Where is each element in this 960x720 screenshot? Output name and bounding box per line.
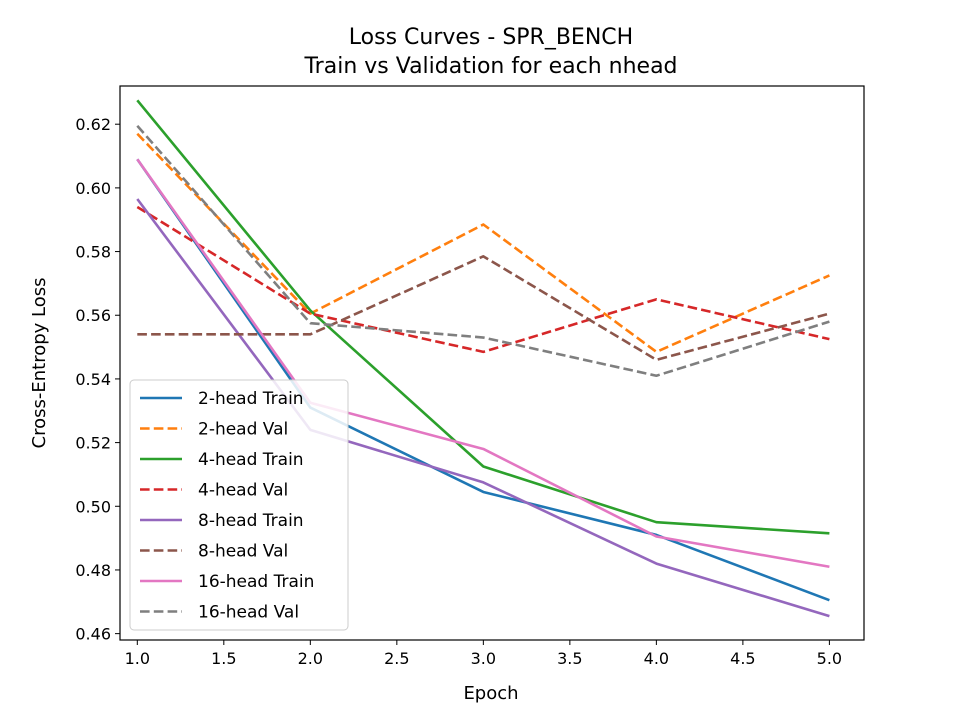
legend-label: 4-head Train bbox=[198, 450, 304, 470]
y-tick-label: 0.48 bbox=[75, 561, 111, 580]
x-tick-label: 3.5 bbox=[557, 649, 582, 668]
series-line-7 bbox=[136, 158, 830, 569]
x-tick-label: 4.5 bbox=[730, 649, 755, 668]
legend-label: 16-head Train bbox=[198, 572, 314, 592]
legend-label: 2-head Val bbox=[198, 420, 288, 440]
series-line-6 bbox=[137, 255, 830, 362]
x-tick-label: 3.0 bbox=[471, 649, 496, 668]
x-axis-label: Epoch bbox=[463, 683, 518, 704]
series-line-8 bbox=[136, 124, 830, 378]
y-tick-label: 0.52 bbox=[75, 434, 111, 453]
series-line-5 bbox=[136, 198, 830, 618]
series-line-1 bbox=[136, 158, 830, 602]
legend-label: 2-head Train bbox=[198, 389, 304, 409]
legend-label: 4-head Val bbox=[198, 481, 288, 501]
axes-frame bbox=[119, 85, 865, 641]
x-tick-label: 5.0 bbox=[817, 649, 842, 668]
series-line-4 bbox=[136, 205, 830, 354]
x-tick-label: 4.0 bbox=[644, 649, 669, 668]
legend-label: 8-head Train bbox=[198, 511, 304, 531]
plot-area: 1.0 1.5 2.0 2.5 3.0 3.5 4.0 4.5 5.0 0.46 0.48 0.50 0… bbox=[75, 99, 842, 668]
y-tick-label: 0.56 bbox=[75, 306, 111, 325]
y-tick-label: 0.58 bbox=[75, 243, 111, 262]
y-tick-label: 0.50 bbox=[75, 497, 111, 516]
legend-label: 16-head Val bbox=[198, 603, 299, 623]
y-tick-label: 0.46 bbox=[75, 625, 111, 644]
chart-title: Loss Curves - SPR_BENCH bbox=[349, 25, 633, 50]
y-tick-label: 0.62 bbox=[75, 115, 111, 134]
legend-label: 8-head Val bbox=[198, 542, 288, 562]
x-tick-label: 1.0 bbox=[125, 649, 150, 668]
series-line-3 bbox=[136, 99, 830, 535]
series-line-2 bbox=[136, 132, 830, 354]
x-tick-label: 2.0 bbox=[298, 649, 323, 668]
x-tick-label: 2.5 bbox=[384, 649, 409, 668]
legend-box bbox=[129, 379, 349, 631]
y-tick-label: 0.54 bbox=[75, 370, 111, 389]
x-tick-label: 1.5 bbox=[211, 649, 236, 668]
y-axis-label: Cross-Entropy Loss bbox=[29, 278, 50, 449]
chart-subtitle: Train vs Validation for each nhead bbox=[303, 54, 677, 79]
legend: 2-head Train 2-head Val 4-head Train 4-head… bbox=[129, 379, 349, 631]
y-tick-label: 0.60 bbox=[75, 179, 111, 198]
